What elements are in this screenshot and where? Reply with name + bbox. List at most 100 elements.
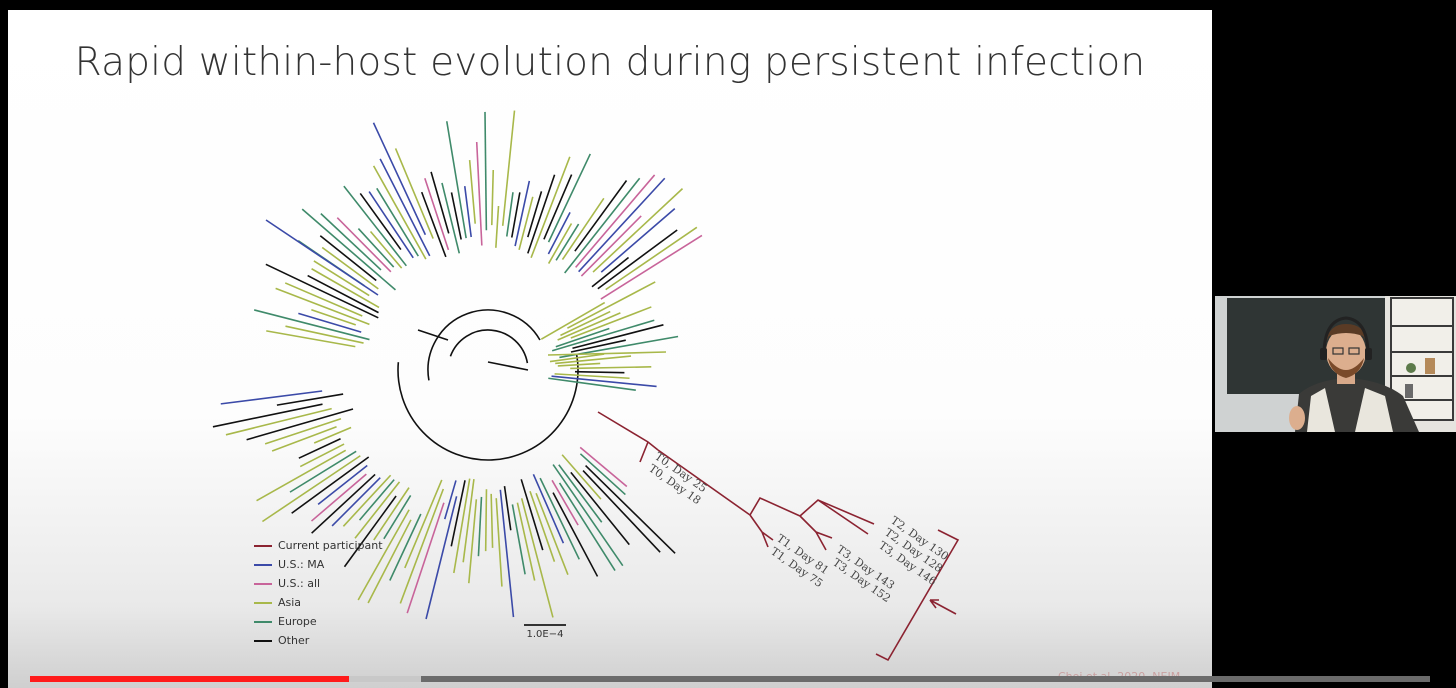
tree-branch bbox=[501, 110, 516, 226]
tree-branch bbox=[475, 141, 483, 246]
tree-branch bbox=[369, 230, 403, 269]
tree-branch bbox=[291, 456, 370, 514]
tree-branch bbox=[359, 192, 402, 251]
participant-branch bbox=[657, 449, 751, 516]
tree-branch bbox=[555, 327, 610, 348]
tree-branch bbox=[527, 191, 543, 238]
participant-branch bbox=[639, 441, 649, 463]
tree-branch bbox=[271, 426, 337, 452]
tree-branch bbox=[514, 180, 531, 247]
progress-played[interactable] bbox=[30, 676, 350, 682]
legend-swatch bbox=[254, 582, 272, 585]
tree-branch bbox=[373, 487, 410, 541]
tree-branch bbox=[582, 470, 661, 553]
tree-branch bbox=[495, 205, 500, 248]
tree-branch bbox=[311, 473, 376, 534]
tree-branch bbox=[558, 464, 603, 523]
tree-branch bbox=[357, 509, 410, 601]
tree-branch bbox=[570, 366, 652, 370]
tree-branch bbox=[468, 160, 476, 224]
presentation-slide: Rapid within-host evolution during persi… bbox=[8, 10, 1212, 688]
tree-branch bbox=[406, 502, 445, 614]
tree-branch bbox=[425, 496, 458, 620]
tree-branch bbox=[424, 178, 450, 251]
tree-branch bbox=[572, 324, 664, 350]
tree-branch bbox=[580, 215, 642, 277]
tree-branch bbox=[246, 408, 354, 441]
tree-branch bbox=[372, 165, 427, 260]
tree-branch bbox=[510, 192, 521, 238]
tree-branch bbox=[212, 403, 323, 428]
tree-branch bbox=[256, 449, 347, 502]
legend-swatch bbox=[254, 620, 272, 623]
tree-branch bbox=[343, 185, 407, 267]
tree-branch bbox=[535, 492, 569, 575]
tree-branch bbox=[317, 464, 368, 505]
tree-branch bbox=[548, 377, 636, 391]
tree-branch bbox=[520, 479, 544, 551]
tree-branch bbox=[376, 187, 419, 257]
tree-branch bbox=[579, 453, 626, 496]
tree-branch bbox=[289, 450, 357, 493]
tree-branch bbox=[264, 417, 342, 445]
tree-branch bbox=[367, 519, 412, 604]
legend-swatch bbox=[254, 601, 272, 604]
tree-branch bbox=[561, 197, 605, 261]
tree-branch bbox=[225, 407, 332, 436]
tree-branch bbox=[540, 301, 606, 340]
tree-branch bbox=[570, 471, 630, 546]
tree-branch bbox=[319, 235, 377, 282]
participant-branch bbox=[749, 514, 763, 533]
legend-label: U.S.: MA bbox=[278, 558, 325, 571]
tree-branch bbox=[399, 488, 445, 604]
tree-branch bbox=[299, 443, 345, 468]
tree-branch bbox=[284, 282, 363, 317]
tree-branch bbox=[557, 362, 601, 367]
tree-branch bbox=[555, 355, 632, 365]
tree-branch bbox=[265, 263, 379, 319]
tree-branch bbox=[499, 489, 515, 618]
tree-branch bbox=[343, 495, 397, 568]
legend-item: U.S.: all bbox=[254, 574, 383, 593]
tree-branch bbox=[567, 281, 656, 329]
tree-branch bbox=[275, 287, 370, 326]
tree-branch bbox=[372, 122, 427, 236]
tree-branch bbox=[462, 478, 475, 563]
tree-branch bbox=[552, 464, 624, 567]
legend-swatch bbox=[254, 563, 272, 566]
tree-branch bbox=[578, 177, 666, 273]
tree-branch bbox=[551, 479, 579, 526]
tree-branch bbox=[532, 473, 565, 544]
tree-branch bbox=[529, 490, 556, 562]
tree-branch bbox=[441, 182, 461, 254]
tree-branch bbox=[301, 208, 396, 291]
tree-branch bbox=[585, 465, 676, 554]
tree-branch bbox=[266, 330, 356, 348]
tree-branch bbox=[477, 496, 483, 557]
tree-branch bbox=[320, 213, 382, 271]
legend-label: Europe bbox=[278, 615, 317, 628]
tree-branch bbox=[453, 478, 471, 574]
participant-branch bbox=[799, 515, 833, 539]
legend-swatch bbox=[254, 639, 272, 642]
video-progress-bar[interactable] bbox=[30, 676, 1430, 682]
scale-line bbox=[524, 624, 566, 626]
tree-branch bbox=[605, 226, 698, 291]
tree-branch bbox=[574, 370, 625, 374]
tree-branch bbox=[487, 361, 529, 371]
tree-branch bbox=[298, 312, 362, 333]
tree-branch bbox=[518, 196, 534, 251]
presenter-head bbox=[1326, 328, 1366, 376]
tree-arc bbox=[449, 329, 529, 364]
tree-branch bbox=[575, 174, 656, 268]
presenter-webcam bbox=[1215, 296, 1456, 432]
scale-label: 1.0E−4 bbox=[526, 629, 564, 640]
tree-branch bbox=[354, 481, 401, 539]
tree-branch bbox=[404, 479, 443, 569]
tree-branch bbox=[313, 260, 370, 297]
tree-branch bbox=[557, 312, 621, 341]
tree-branch bbox=[484, 489, 488, 552]
tree-branch bbox=[261, 455, 361, 523]
tree-branch bbox=[357, 228, 395, 268]
